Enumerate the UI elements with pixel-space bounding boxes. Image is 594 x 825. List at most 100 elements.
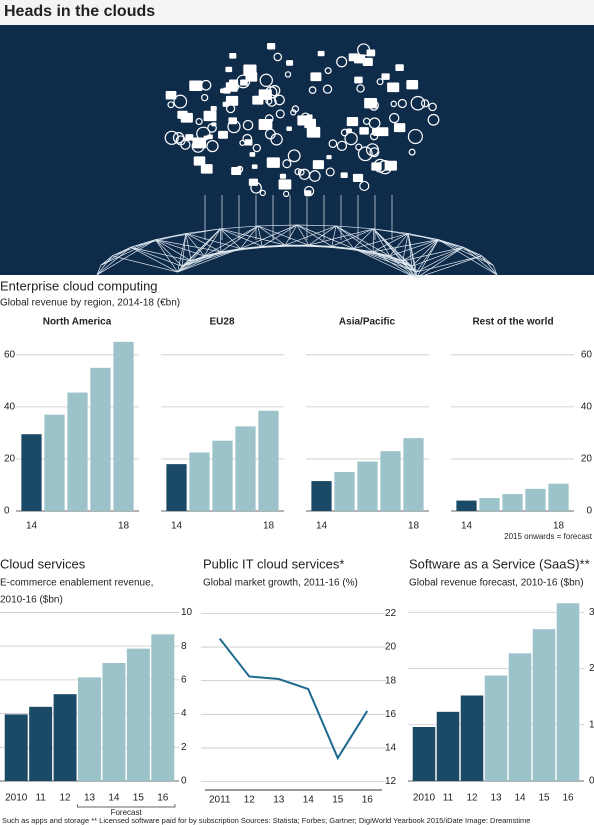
icon: [282, 159, 292, 169]
y-tick-label: 2: [181, 742, 187, 753]
y-tick-label: 14: [385, 743, 397, 754]
icon: [408, 148, 416, 156]
x-tick-label: 2010: [5, 793, 28, 804]
icon: [189, 80, 203, 92]
icon: [304, 118, 317, 129]
icon: [228, 79, 239, 87]
icon: [259, 189, 266, 197]
bar: [78, 677, 101, 781]
x-tick-label: 14: [514, 793, 526, 804]
icon: [164, 130, 179, 145]
icon: [165, 90, 177, 100]
icon: [201, 93, 209, 102]
network-line: [185, 233, 205, 257]
network-line: [389, 233, 409, 257]
x-tick-label: 15: [133, 793, 145, 804]
chart-title: Cloud services: [0, 556, 86, 571]
icon: [283, 190, 290, 197]
icon: [177, 110, 188, 119]
network-line: [155, 239, 192, 262]
bar: [90, 367, 111, 511]
icon: [369, 147, 380, 158]
bar: [102, 663, 126, 781]
network-line: [353, 233, 409, 249]
network-line: [177, 260, 192, 273]
icon: [364, 98, 378, 109]
network-line: [100, 239, 156, 266]
y-tick-label: 4: [181, 708, 187, 719]
icon: [297, 168, 305, 176]
forecast-bracket: [76, 804, 176, 808]
network-line: [416, 255, 482, 279]
network-line: [481, 255, 498, 276]
network-line: [220, 228, 241, 249]
icon: [286, 60, 294, 66]
icon: [427, 113, 440, 126]
icon: [273, 52, 283, 62]
x-tick-label: 18: [553, 521, 565, 532]
network-line: [389, 255, 412, 267]
y-tick-label: 0: [181, 776, 187, 787]
network-line: [389, 255, 417, 279]
chart-title: Rest of the world: [472, 317, 553, 328]
bar: [235, 426, 256, 511]
bar: [44, 414, 65, 511]
network-line: [112, 255, 178, 273]
y-tick-label: 60: [581, 349, 593, 360]
chart-title: Asia/Pacific: [339, 317, 396, 328]
bar: [334, 471, 355, 511]
network-line: [285, 225, 337, 246]
icon: [353, 54, 366, 64]
icon: [193, 156, 206, 166]
chart-subtitle: Global market growth, 2011-16 (%): [203, 578, 358, 589]
icon: [322, 84, 333, 94]
icon: [286, 126, 292, 131]
y-tick-label: 8: [181, 641, 187, 652]
network-line: [130, 246, 192, 262]
network-line: [389, 255, 417, 273]
x-tick-label: 13: [490, 793, 502, 804]
x-tick-label: 15: [538, 793, 550, 804]
network-line: [353, 228, 374, 249]
network-line: [402, 260, 417, 279]
network-line: [402, 260, 417, 273]
y-tick-label: 60: [4, 349, 16, 360]
network-line: [100, 246, 131, 266]
icon: [340, 172, 348, 179]
icon: [279, 173, 287, 179]
bar: [556, 603, 580, 781]
bar: [151, 634, 175, 781]
icon: [278, 179, 292, 190]
bar: [166, 464, 187, 511]
icon: [371, 162, 382, 171]
network-line: [257, 225, 263, 247]
network-line: [96, 246, 131, 276]
y-tick-label: 40: [4, 402, 16, 413]
icon: [407, 128, 423, 145]
y-tick-label: 12: [385, 776, 397, 787]
network-line: [416, 255, 482, 273]
network-line: [185, 233, 192, 261]
network-line: [438, 239, 494, 266]
icon: [406, 80, 419, 90]
bar: [436, 711, 460, 781]
y-tick-label: 20: [589, 663, 594, 674]
icon: [310, 72, 322, 82]
icon: [267, 42, 276, 50]
chart-subtitle: E-commerce enablement revenue,: [0, 578, 153, 589]
icon: [309, 127, 317, 135]
bar: [67, 392, 88, 511]
page-title: Heads in the clouds: [4, 3, 155, 20]
icon: [270, 133, 283, 146]
network-line: [220, 228, 286, 246]
network-line: [372, 233, 409, 253]
network-line: [411, 266, 417, 273]
network-line: [296, 224, 337, 227]
y-tick-label: 22: [385, 608, 397, 619]
network-line: [331, 225, 337, 247]
icon: [207, 123, 217, 133]
icon: [362, 57, 373, 66]
network-line: [373, 228, 391, 257]
icon: [203, 110, 217, 122]
icon: [200, 164, 213, 174]
